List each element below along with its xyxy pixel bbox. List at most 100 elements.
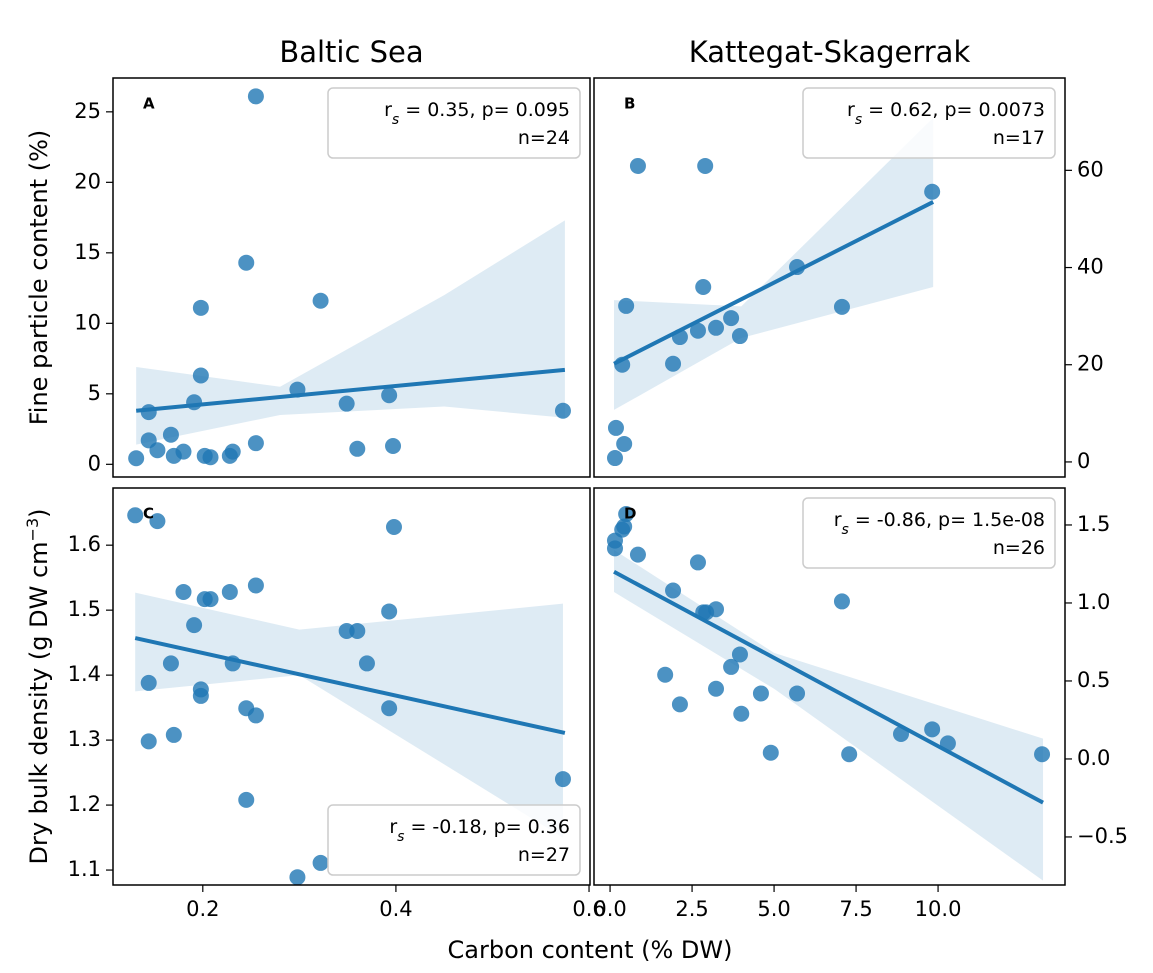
data-point [695,278,712,295]
data-point [607,419,624,436]
regression-line [134,636,566,735]
panel-label: A [143,95,155,113]
annotation-text: = 0.35, p= 0.095 [399,99,570,121]
panel-frame [112,77,591,478]
data-point [789,685,806,702]
data-point [312,854,329,871]
x-tick-label: 7.5 [839,897,872,921]
y-tick-label: 1.5 [1077,512,1110,536]
data-point [924,721,941,738]
data-point [224,443,241,460]
data-point [140,733,157,750]
y-tick-label: 0 [1077,449,1090,473]
data-point [162,655,179,672]
data-point [289,869,306,886]
data-point [247,88,264,105]
data-point [616,435,633,452]
data-point [733,705,750,722]
y-axis-label-sup: −3 [23,518,42,542]
annotation-sub: s [855,112,862,128]
annotation-text: = -0.86, p= 1.5e-08 [849,509,1045,531]
panel-label: B [624,95,635,113]
data-point [723,310,740,327]
data-point [752,685,769,702]
data-point [221,583,238,600]
data-point [175,443,192,460]
data-point [202,591,219,608]
data-point [616,518,633,535]
data-point [247,435,264,452]
confidence-band [136,220,565,445]
y-axis-label-text: Fine particle content (%) [25,130,53,426]
y-tick-label: 60 [1077,157,1104,181]
annotation-box [327,87,581,159]
data-point [358,655,375,672]
data-point [238,254,255,271]
panel-frame [593,487,1066,886]
y-tick-label: 1.3 [68,727,101,751]
x-tick-label: 0.6 [572,897,605,921]
annotation-text: = 0.62, p= 0.0073 [862,99,1045,121]
annotation-n: n=17 [993,127,1045,149]
panel-frame [593,77,1066,478]
y-tick-label: 10 [74,310,101,334]
data-point [349,622,366,639]
panel-label: D [624,505,636,523]
data-point [671,696,688,713]
data-point [192,687,209,704]
data-point [381,387,398,404]
annotation-r: r [389,816,397,838]
data-point [381,603,398,620]
data-point [186,617,203,634]
data-point [162,426,179,443]
y-tick-label: 1.2 [68,792,101,816]
data-point [381,700,398,717]
data-point [149,513,166,530]
x-tick-label: 0.0 [593,897,626,921]
annotation-box [802,87,1056,159]
y-tick-label: 5 [88,381,101,405]
data-point [186,394,203,411]
data-point [841,746,858,763]
annotation-text: = -0.18, p= 0.36 [404,816,570,838]
annotation-sub: s [392,112,399,128]
data-point [554,771,571,788]
data-point [723,658,740,675]
annotation-stat: rs = -0.86, p= 1.5e-08 [834,509,1045,538]
x-axis-label: Carbon content (% DW) [448,936,733,964]
data-point [140,404,157,421]
data-point [554,402,571,419]
data-point [689,322,706,339]
data-point [606,450,623,467]
data-point [1034,746,1051,763]
y-tick-label: 15 [74,240,101,264]
data-point [697,157,714,174]
y-tick-label: 0 [88,451,101,475]
data-point [689,554,706,571]
data-point [165,726,182,743]
data-point [618,297,635,314]
data-point [385,437,402,454]
data-point [312,292,329,309]
regression-line [613,570,1044,805]
annotation-n: n=26 [993,537,1045,559]
annotation-n: n=27 [518,844,570,866]
data-point [665,355,682,372]
data-point [349,440,366,457]
data-point [338,395,355,412]
annotation-r: r [847,99,855,121]
confidence-band [135,592,563,838]
data-point [202,449,219,466]
y-tick-label: 25 [74,99,101,123]
annotation-stat: rs = 0.35, p= 0.095 [384,99,570,128]
y-tick-label: 1.0 [1077,590,1110,614]
annotation-sub: s [842,522,849,538]
data-point [238,791,255,808]
annotation-stat: rs = 0.62, p= 0.0073 [847,99,1045,128]
data-point [247,707,264,724]
y-tick-label: 1.5 [68,597,101,621]
panel-label: C [143,505,154,523]
annotation-box [327,804,581,876]
y-axis-label: Dry bulk density (g DW cm−3) [23,508,54,864]
data-point [833,593,850,610]
